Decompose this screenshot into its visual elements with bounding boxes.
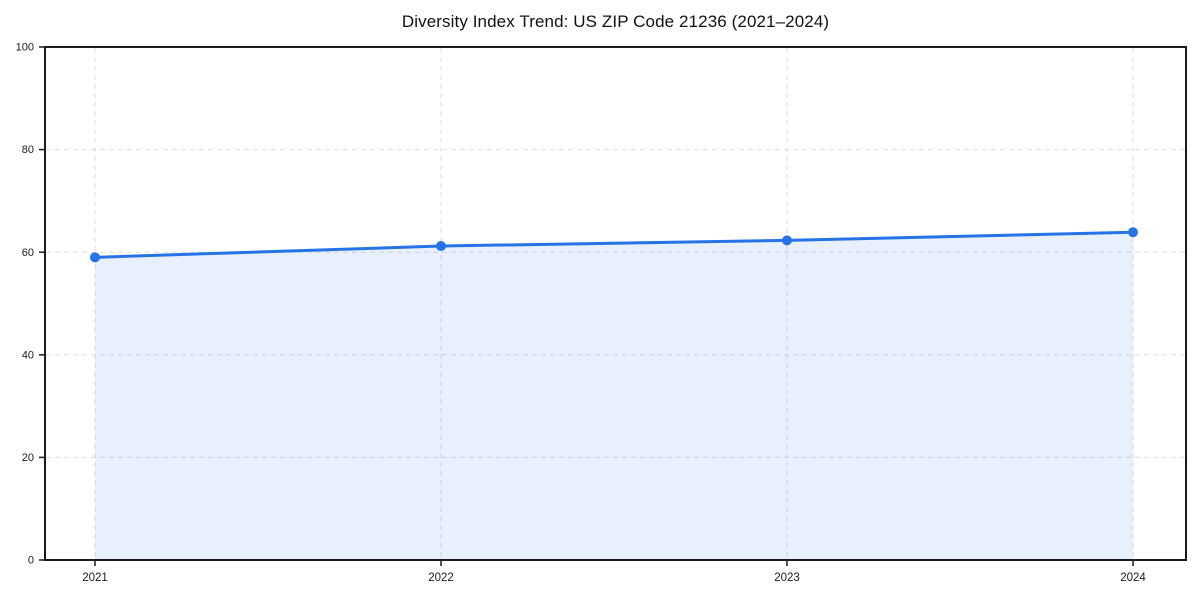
data-point-2023 xyxy=(782,235,792,246)
x-tick-label-2023: 2023 xyxy=(774,572,800,584)
x-tick-label-2022: 2022 xyxy=(428,572,454,584)
x-tick-label-2024: 2024 xyxy=(1120,572,1146,584)
y-tick-label-20: 20 xyxy=(22,452,34,464)
chart-title: Diversity Index Trend: US ZIP Code 21236… xyxy=(401,12,830,31)
data-point-2024 xyxy=(1128,227,1138,238)
data-point-2021 xyxy=(90,252,100,263)
x-tick-label-2021: 2021 xyxy=(82,572,108,584)
y-tick-label-60: 60 xyxy=(22,247,34,259)
y-tick-label-40: 40 xyxy=(22,349,34,361)
plot-border xyxy=(44,46,1187,561)
area-fill xyxy=(95,232,1133,559)
y-tick-label-80: 80 xyxy=(22,144,34,156)
data-point-2022 xyxy=(436,241,446,252)
trend-line xyxy=(93,230,1135,259)
y-tick-label-100: 100 xyxy=(16,42,34,54)
y-tick-label-0: 0 xyxy=(28,555,34,567)
